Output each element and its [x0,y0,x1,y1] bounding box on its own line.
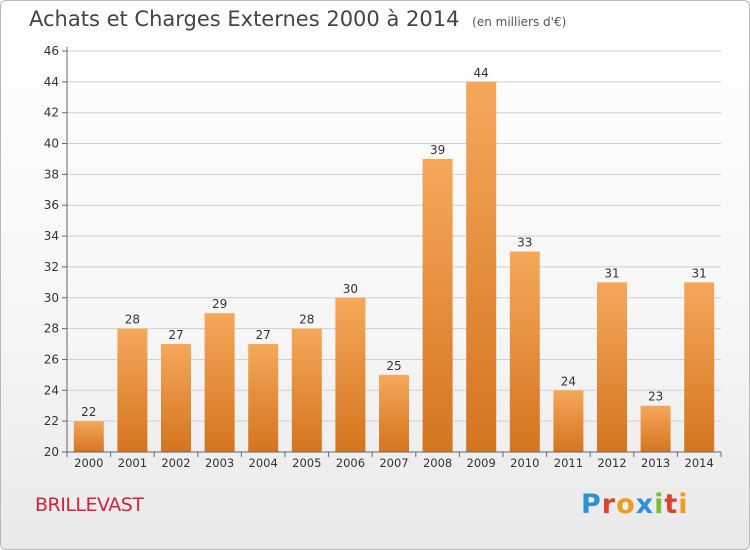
data-label: 24 [561,374,576,388]
bar [248,344,279,452]
y-tick-label: 20 [44,445,59,459]
x-tick-label: 2012 [597,456,626,470]
x-tick-label: 2001 [118,456,147,470]
data-label: 44 [474,66,489,80]
bar [597,282,627,452]
data-label: 31 [604,266,619,280]
data-label: 28 [299,313,314,327]
bar [204,313,235,452]
x-tick-label: 2013 [641,456,670,470]
data-label: 28 [125,313,140,327]
y-tick-label: 34 [44,229,59,243]
data-label: 39 [430,143,445,157]
y-tick-label: 26 [44,352,59,366]
data-label: 27 [168,328,183,342]
x-tick-label: 2008 [423,456,452,470]
bar [161,344,191,452]
data-label: 33 [517,236,532,250]
bar [466,81,497,452]
bar [640,405,671,452]
data-label: 30 [343,282,358,296]
bar [553,390,584,452]
y-tick-label: 44 [44,75,59,89]
chart-title: Achats et Charges Externes 2000 à 2014 (… [29,7,566,31]
bars: 22 28 27 29 27 28 30 25 39 44 33 24 31 23 31 [73,66,715,452]
chart-title-text: Achats et Charges Externes 2000 à 2014 [29,7,460,31]
x-tick-label: 2004 [249,456,278,470]
axes: 20 22 24 26 28 30 32 34 36 38 40 42 44 46 2000 2001 2002… [44,44,722,470]
data-label: 29 [212,297,227,311]
x-tick-label: 2002 [161,456,190,470]
x-tick-label: 2005 [292,456,321,470]
x-tick-label: 2009 [467,456,496,470]
bar [291,328,322,452]
y-tick-label: 28 [44,322,59,336]
data-label: 31 [692,266,707,280]
x-tick-label: 2006 [336,456,365,470]
bar [379,374,409,452]
bar [509,251,540,452]
y-tick-label: 24 [44,383,59,397]
x-tick-label: 2003 [205,456,234,470]
x-tick-label: 2011 [554,456,583,470]
bar [73,421,104,452]
x-tick-label: 2010 [510,456,539,470]
commune-name: BRILLEVAST [35,494,144,516]
y-tick-label: 22 [44,414,59,428]
y-tick-label: 38 [44,167,59,181]
chart-unit: (en milliers d'€) [472,15,567,29]
y-tick-label: 40 [44,137,59,151]
y-tick-label: 46 [44,44,59,58]
y-tick-label: 42 [44,106,59,120]
bar [684,282,715,452]
data-label: 23 [648,390,663,404]
x-tick-label: 2000 [74,456,103,470]
data-label: 22 [81,405,96,419]
bar [335,297,366,452]
x-tick-label: 2007 [379,456,408,470]
y-tick-label: 32 [44,260,59,274]
y-tick-label: 30 [44,291,59,305]
bar [422,158,453,452]
y-tick-label: 36 [44,198,59,212]
data-label: 25 [386,359,401,373]
data-label: 27 [256,328,271,342]
x-tick-label: 2014 [685,456,714,470]
proxiti-logo: Proxiti [581,489,689,520]
bar [117,328,148,452]
